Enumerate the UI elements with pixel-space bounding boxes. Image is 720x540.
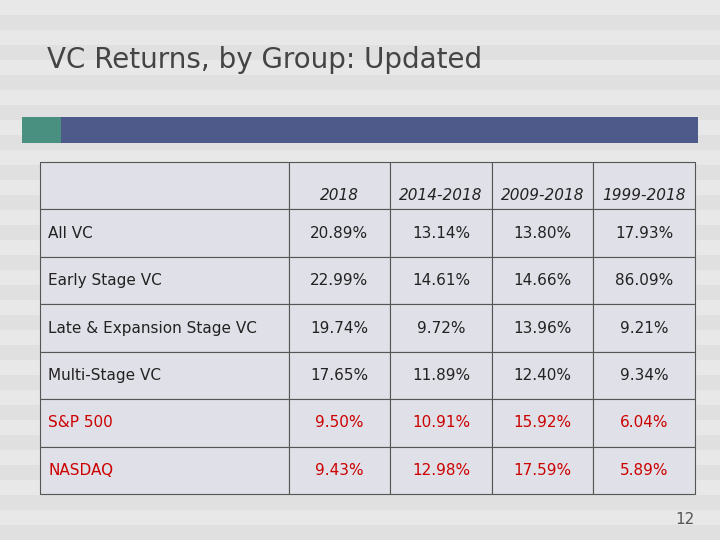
Bar <box>0 435 720 450</box>
Text: 13.80%: 13.80% <box>513 226 572 241</box>
Bar <box>0 525 720 540</box>
Bar <box>0 315 720 330</box>
Bar <box>289 447 390 494</box>
Text: 9.34%: 9.34% <box>620 368 668 383</box>
Bar <box>593 352 695 399</box>
Bar <box>0 75 720 90</box>
Text: Early Stage VC: Early Stage VC <box>48 273 162 288</box>
Bar <box>0 495 720 510</box>
Text: 9.50%: 9.50% <box>315 415 364 430</box>
Bar <box>593 305 695 352</box>
Bar <box>0 405 720 420</box>
Bar <box>0 105 720 120</box>
Text: 12.40%: 12.40% <box>513 368 572 383</box>
Bar <box>390 399 492 447</box>
Bar <box>492 210 593 257</box>
Bar <box>593 162 695 210</box>
Text: 2018: 2018 <box>320 188 359 202</box>
Bar <box>40 257 289 305</box>
Text: 2009-2018: 2009-2018 <box>500 188 584 202</box>
Text: S&P 500: S&P 500 <box>48 415 113 430</box>
Bar <box>0 285 720 300</box>
Bar <box>492 305 593 352</box>
Bar <box>492 257 593 305</box>
Text: 17.65%: 17.65% <box>310 368 369 383</box>
Bar <box>593 257 695 305</box>
Bar <box>0 135 720 150</box>
Bar <box>289 399 390 447</box>
Bar <box>0 345 720 360</box>
Text: 12: 12 <box>675 511 695 526</box>
Bar <box>492 352 593 399</box>
Text: 9.72%: 9.72% <box>417 321 465 335</box>
Text: 12.98%: 12.98% <box>412 463 470 478</box>
Bar <box>390 257 492 305</box>
Bar <box>0 225 720 240</box>
Text: 20.89%: 20.89% <box>310 226 369 241</box>
Bar <box>40 305 289 352</box>
Text: 1999-2018: 1999-2018 <box>602 188 685 202</box>
Bar <box>40 210 289 257</box>
Bar <box>289 162 390 210</box>
Text: VC Returns, by Group: Updated: VC Returns, by Group: Updated <box>47 46 482 74</box>
Bar <box>390 352 492 399</box>
Bar <box>22 117 61 143</box>
Text: NASDAQ: NASDAQ <box>48 463 113 478</box>
Bar <box>390 447 492 494</box>
Bar <box>289 352 390 399</box>
Bar <box>40 162 289 210</box>
Text: 14.61%: 14.61% <box>412 273 470 288</box>
Bar <box>492 162 593 210</box>
Text: 17.93%: 17.93% <box>615 226 673 241</box>
Text: 5.89%: 5.89% <box>620 463 668 478</box>
Text: 9.43%: 9.43% <box>315 463 364 478</box>
Text: 17.59%: 17.59% <box>513 463 572 478</box>
Bar <box>0 165 720 180</box>
Text: 6.04%: 6.04% <box>620 415 668 430</box>
Text: Late & Expansion Stage VC: Late & Expansion Stage VC <box>48 321 257 335</box>
Text: 22.99%: 22.99% <box>310 273 369 288</box>
Text: 2014-2018: 2014-2018 <box>399 188 482 202</box>
Text: Multi-Stage VC: Multi-Stage VC <box>48 368 161 383</box>
Bar <box>289 305 390 352</box>
Bar <box>0 255 720 270</box>
Bar <box>0 195 720 210</box>
Bar <box>0 465 720 480</box>
Bar <box>40 447 289 494</box>
Bar <box>593 210 695 257</box>
Bar <box>492 447 593 494</box>
Bar <box>40 399 289 447</box>
Bar <box>0 375 720 390</box>
Text: All VC: All VC <box>48 226 93 241</box>
Bar <box>593 399 695 447</box>
Bar <box>492 399 593 447</box>
Text: 15.92%: 15.92% <box>513 415 572 430</box>
Bar <box>40 352 289 399</box>
Bar <box>61 117 698 143</box>
Text: 13.14%: 13.14% <box>412 226 470 241</box>
Bar <box>390 305 492 352</box>
Text: 14.66%: 14.66% <box>513 273 572 288</box>
Bar <box>390 210 492 257</box>
Bar <box>0 45 720 60</box>
Bar <box>0 15 720 30</box>
Text: 11.89%: 11.89% <box>412 368 470 383</box>
Bar <box>593 447 695 494</box>
Text: 13.96%: 13.96% <box>513 321 572 335</box>
Text: 86.09%: 86.09% <box>615 273 673 288</box>
Text: 9.21%: 9.21% <box>620 321 668 335</box>
Text: 10.91%: 10.91% <box>412 415 470 430</box>
Bar <box>390 162 492 210</box>
Text: 19.74%: 19.74% <box>310 321 369 335</box>
Bar <box>289 210 390 257</box>
Bar <box>289 257 390 305</box>
